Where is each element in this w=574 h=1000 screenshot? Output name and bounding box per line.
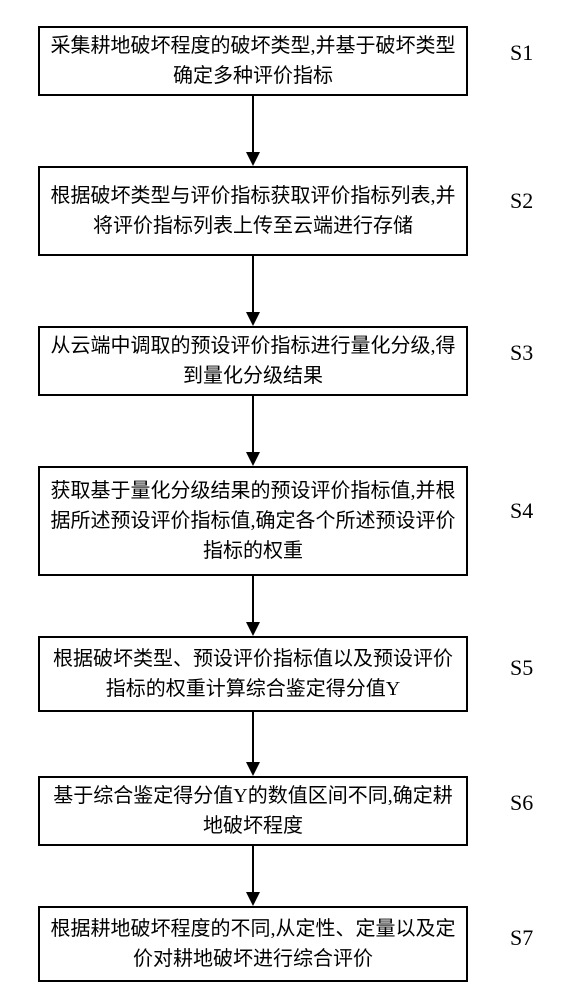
step-text: 从云端中调取的预设评价指标进行量化分级,得到量化分级结果 (50, 331, 456, 391)
step-box-s1: 采集耕地破坏程度的破坏类型,并基于破坏类型确定多种评价指标 (38, 26, 468, 96)
arrow-head-icon (246, 452, 260, 466)
step-box-s3: 从云端中调取的预设评价指标进行量化分级,得到量化分级结果 (38, 326, 468, 396)
step-text: 采集耕地破坏程度的破坏类型,并基于破坏类型确定多种评价指标 (50, 31, 456, 91)
arrow-line (252, 576, 254, 622)
arrow-head-icon (246, 312, 260, 326)
arrow-head-icon (246, 622, 260, 636)
flowchart-canvas: 采集耕地破坏程度的破坏类型,并基于破坏类型确定多种评价指标 S1 根据破坏类型与… (0, 0, 574, 1000)
step-label-s6: S6 (510, 790, 533, 816)
arrow-head-icon (246, 152, 260, 166)
step-label-s7: S7 (510, 925, 533, 951)
step-label-s2: S2 (510, 188, 533, 214)
step-text: 根据破坏类型与评价指标获取评价指标列表,并将评价指标列表上传至云端进行存储 (50, 181, 456, 241)
arrow-line (252, 396, 254, 452)
step-box-s6: 基于综合鉴定得分值Y的数值区间不同,确定耕地破坏程度 (38, 776, 468, 846)
arrow-line (252, 712, 254, 762)
arrow-head-icon (246, 762, 260, 776)
step-box-s7: 根据耕地破坏程度的不同,从定性、定量以及定价对耕地破坏进行综合评价 (38, 906, 468, 982)
step-box-s5: 根据破坏类型、预设评价指标值以及预设评价指标的权重计算综合鉴定得分值Y (38, 636, 468, 712)
arrow-line (252, 96, 254, 152)
arrow-line (252, 846, 254, 892)
step-text: 基于综合鉴定得分值Y的数值区间不同,确定耕地破坏程度 (50, 781, 456, 841)
step-text: 根据破坏类型、预设评价指标值以及预设评价指标的权重计算综合鉴定得分值Y (50, 644, 456, 704)
step-label-s4: S4 (510, 498, 533, 524)
arrow-line (252, 256, 254, 312)
step-label-s5: S5 (510, 655, 533, 681)
step-box-s2: 根据破坏类型与评价指标获取评价指标列表,并将评价指标列表上传至云端进行存储 (38, 166, 468, 256)
step-label-s3: S3 (510, 340, 533, 366)
arrow-head-icon (246, 892, 260, 906)
step-text: 获取基于量化分级结果的预设评价指标值,并根据所述预设评价指标值,确定各个所述预设… (50, 476, 456, 566)
step-label-s1: S1 (510, 40, 533, 66)
step-box-s4: 获取基于量化分级结果的预设评价指标值,并根据所述预设评价指标值,确定各个所述预设… (38, 466, 468, 576)
step-text: 根据耕地破坏程度的不同,从定性、定量以及定价对耕地破坏进行综合评价 (50, 914, 456, 974)
